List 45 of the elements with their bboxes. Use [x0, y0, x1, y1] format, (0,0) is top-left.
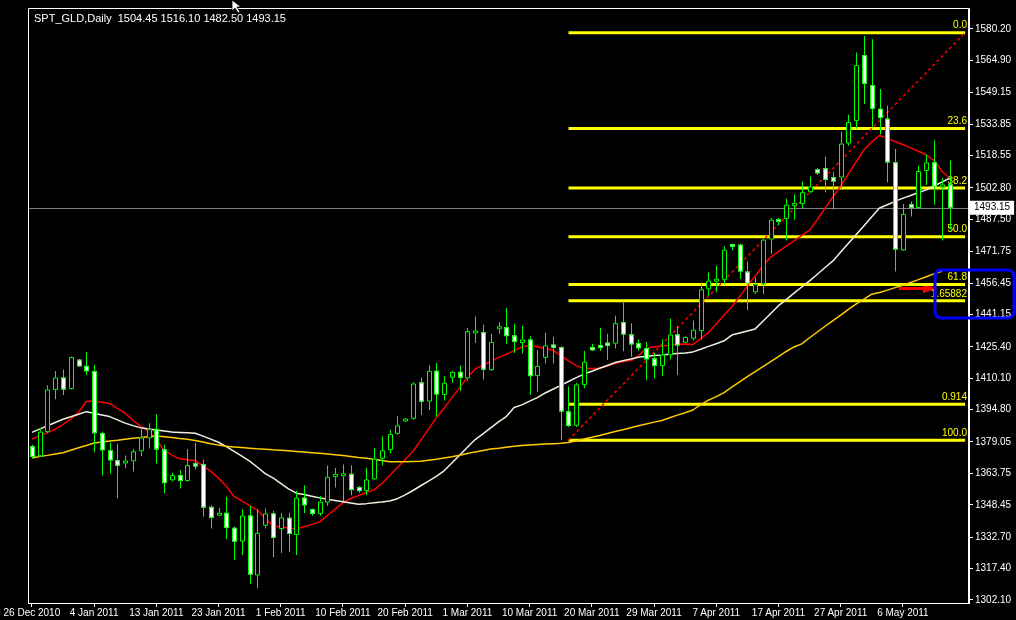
candlestick [341, 464, 346, 501]
y-tick-label: 1332.70 [975, 530, 1012, 542]
x-tick-label: 20 Feb 2011 [377, 606, 434, 618]
y-tick-label: 1379.05 [975, 435, 1012, 447]
candlestick [940, 178, 945, 241]
series-label: 50.0 [947, 223, 968, 235]
y-tick-label: 1564.90 [975, 54, 1012, 66]
x-tick-label: 10 Mar 2011 [501, 606, 558, 618]
y-tick-label: 1410.10 [975, 371, 1012, 383]
x-tick-label: 1 Feb 2011 [255, 606, 307, 618]
x-tick-label: 23 Jan 2011 [191, 606, 247, 618]
x-tick-label: 6 May 2011 [877, 606, 930, 618]
series-label: 0.914 [941, 391, 968, 403]
y-tick-label: 1533.85 [975, 117, 1012, 129]
x-tick-label: 10 Feb 2011 [315, 606, 372, 618]
x-tick-label: 26 Dec 2010 [3, 606, 61, 618]
y-tick-label: 1518.55 [975, 149, 1012, 161]
y-tick-label: 1502.80 [975, 181, 1012, 193]
series-label: 61.8 [947, 271, 968, 283]
x-tick-label: 7 Apr 2011 [692, 606, 741, 618]
x-tick-label: 29 Mar 2011 [626, 606, 683, 618]
y-tick-label: 1487.50 [975, 213, 1012, 225]
y-tick-label: 1302.10 [975, 593, 1012, 605]
y-tick-label: 1549.15 [975, 86, 1012, 98]
y-tick-label: 1348.45 [975, 498, 1012, 510]
series-label: 23.6 [947, 115, 968, 127]
x-tick-label: 27 Apr 2011 [814, 606, 868, 618]
x-tick-label: 17 Apr 2011 [751, 606, 806, 618]
chart-title: SPT_GLD,Daily 1504.45 1516.10 1482.50 1493.15 [34, 12, 286, 25]
y-tick-label: 1394.80 [975, 403, 1012, 415]
series-label: 0.0 [953, 19, 968, 31]
y-tick-label: 1456.45 [975, 276, 1012, 288]
x-tick-label: 4 Jan 2011 [69, 606, 119, 618]
ref-line-label: 1493.15 [974, 201, 1011, 213]
y-tick-label: 1471.75 [975, 245, 1012, 257]
x-tick-label: 1 Mar 2011 [442, 606, 493, 618]
series-label: 100.0 [941, 426, 968, 438]
candlestick [792, 194, 797, 220]
y-tick-label: 1580.20 [975, 22, 1012, 34]
x-tick-label: 13 Jan 2011 [129, 606, 184, 618]
y-tick-label: 1317.40 [975, 562, 1012, 574]
x-tick-label: 20 Mar 2011 [564, 606, 620, 618]
y-tick-label: 1425.40 [975, 340, 1012, 352]
y-tick-label: 1441.15 [975, 308, 1012, 320]
y-tick-label: 1363.75 [975, 467, 1012, 479]
